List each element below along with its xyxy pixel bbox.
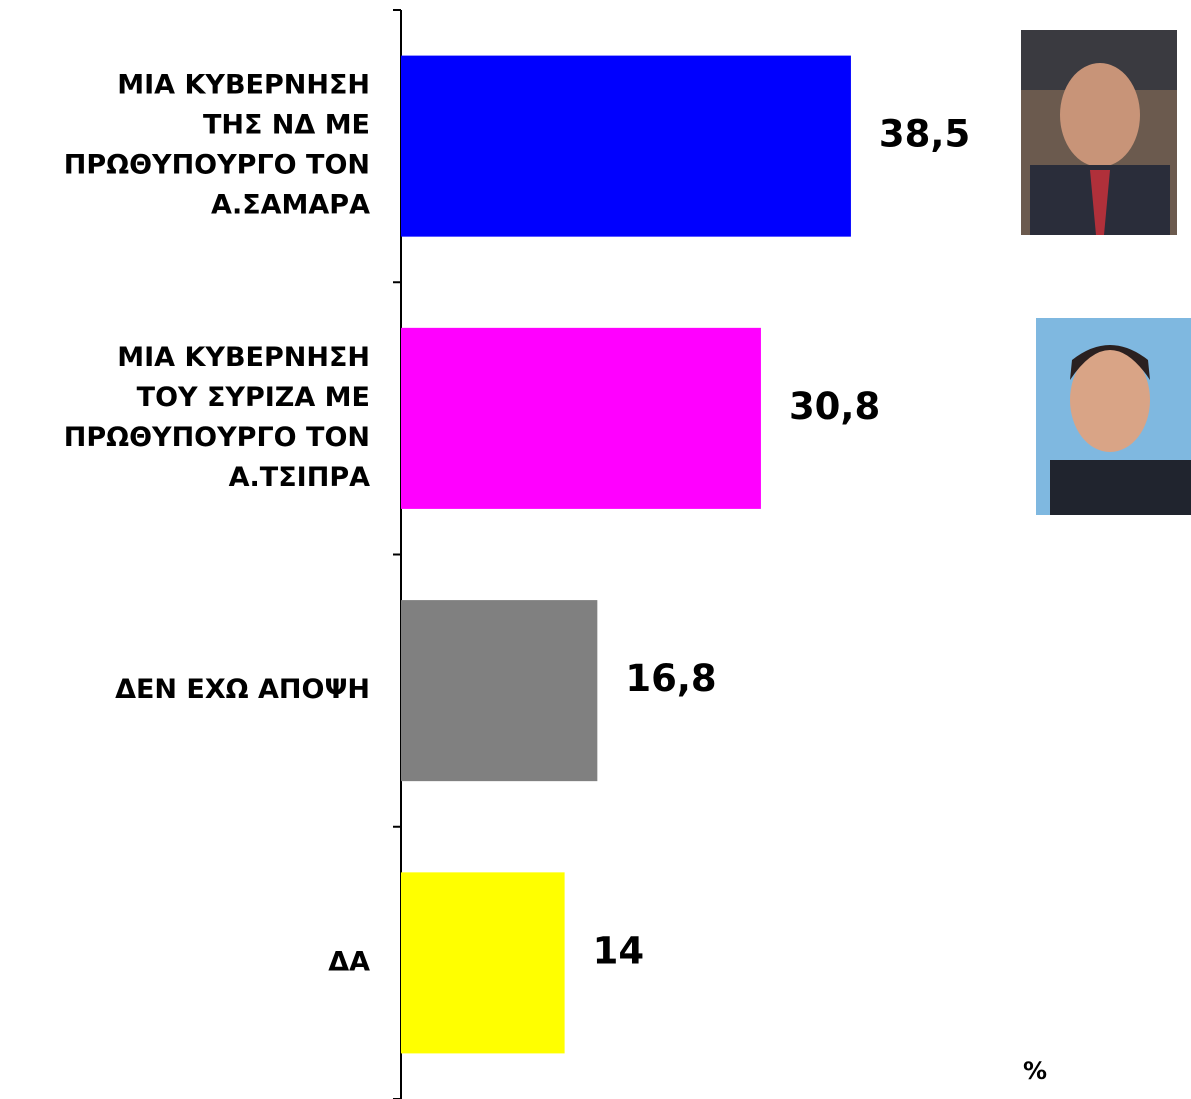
category-label: ΤΗΣ ΝΔ ΜΕ [203,110,370,141]
category-label: Α.ΣΑΜΑΡΑ [211,190,370,221]
photo-2 [1036,318,1191,515]
bar [401,328,761,509]
category-label: ΜΙΑ ΚΥΒΕΡΝΗΣΗ [117,70,370,101]
category-label: ΔΑ [328,946,370,977]
category-label: ΠΡΩΘΥΠΟΥΡΓΟ ΤΟΝ [64,422,370,453]
bar [401,872,565,1053]
value-label: 16,8 [625,657,716,700]
category-label: Α.ΤΣΙΠΡΑ [229,462,370,493]
value-label: 14 [593,929,645,972]
category-label: ΜΙΑ ΚΥΒΕΡΝΗΣΗ [117,342,370,373]
category-label: ΔΕΝ ΕΧΩ ΑΠΟΨΗ [115,674,370,705]
photo-1 [1021,30,1177,235]
value-label: 38,5 [879,113,970,156]
unit-label: % [1023,1057,1047,1085]
chart: % ΜΙΑ ΚΥΒΕΡΝΗΣΗ ΤΗΣ ΝΔ ΜΕ ΠΡΩΘΥΠΟΥΡΓΟ ΤΟΝ Α… [0,0,1191,1099]
category-label: ΠΡΩΘΥΠΟΥΡΓΟ ΤΟΝ [64,150,370,181]
bar [401,56,851,237]
bar [401,600,597,781]
category-label: ΤΟΥ ΣΥΡΙΖΑ ΜΕ [137,382,370,413]
value-label: 30,8 [789,385,880,428]
